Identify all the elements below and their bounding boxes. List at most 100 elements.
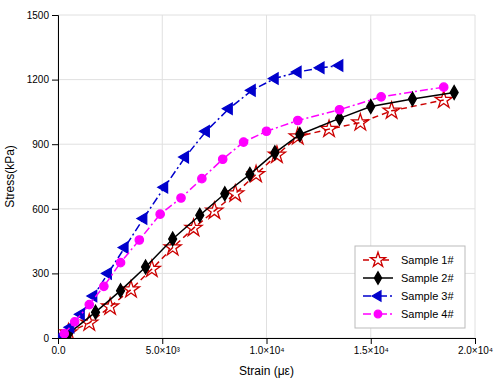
grid-line (58, 79, 475, 80)
series-marker (219, 155, 227, 163)
series-marker (222, 103, 232, 114)
legend-label: Sample 4# (401, 308, 454, 320)
series-marker (289, 128, 306, 144)
tick: 1200 (27, 74, 58, 85)
series-marker (158, 182, 168, 193)
legend-label: Sample 1# (401, 254, 454, 266)
y-axis: 0 300 600 900 1200 1500 (27, 10, 59, 344)
series-marker (206, 202, 223, 218)
legend-marker (374, 272, 381, 284)
series-marker (135, 236, 143, 244)
series-marker (117, 284, 125, 298)
grid-line (58, 15, 475, 16)
series-marker (118, 242, 128, 253)
series-marker (179, 151, 189, 162)
tick-label: 0.0 (52, 345, 66, 356)
legend-label: Sample 2# (401, 272, 454, 284)
series-marker (245, 85, 255, 96)
series-marker (262, 127, 270, 135)
series-marker (116, 258, 124, 266)
series-marker (169, 232, 177, 246)
legend: Sample 1# Sample 2# Sample 3# Sample 4# (355, 246, 465, 328)
series-marker (367, 100, 375, 114)
series-marker (156, 210, 164, 218)
series-marker (137, 213, 147, 224)
grid-line (475, 15, 476, 338)
tick-label: 1.5×10⁴ (354, 345, 389, 356)
tick-label: 600 (32, 204, 49, 215)
series-marker (377, 93, 385, 101)
series-marker (227, 185, 244, 201)
grid-line (266, 15, 267, 338)
tick: 1.5×10⁴ (354, 338, 389, 356)
axis-line (52, 16, 59, 339)
tick-mark (52, 144, 58, 145)
series-line (62, 66, 339, 336)
legend-label: Sample 3# (401, 290, 454, 302)
series-marker (100, 282, 108, 290)
axis-line (59, 339, 476, 345)
legend-marker (370, 252, 385, 266)
legend-item: Sample 3# (363, 290, 454, 302)
tick-mark (52, 80, 58, 81)
tick: 300 (32, 268, 58, 279)
legend-item: Sample 4# (363, 308, 454, 320)
series-marker (294, 116, 302, 124)
series-marker (239, 138, 247, 146)
tick-label: 1500 (27, 10, 50, 21)
tick-mark (371, 338, 372, 344)
tick-mark (52, 273, 58, 274)
series-marker (70, 318, 78, 326)
chart: 0.0 5.0×10³ 1.0×10⁴ 1.5×10⁴ 2.0×10⁴ 0 300 600 90… (0, 0, 500, 383)
tick-mark (52, 338, 58, 339)
series-marker (196, 208, 204, 222)
series-marker (142, 260, 150, 274)
tick-mark (267, 338, 268, 344)
tick: 0.0 (52, 338, 66, 356)
series-marker (440, 83, 448, 91)
tick: 600 (32, 204, 58, 215)
legend-marker (374, 310, 382, 318)
series-marker (200, 126, 210, 137)
series-marker (333, 60, 343, 71)
tick-label: 5.0×10³ (146, 345, 181, 356)
legend-item: Sample 1# (363, 252, 454, 266)
series-marker (408, 92, 416, 106)
series-marker (296, 128, 304, 142)
tick: 5.0×10³ (146, 338, 181, 356)
series-marker (268, 146, 285, 162)
y-axis-title: Stress(kPa) (3, 145, 17, 208)
grid-line (162, 15, 163, 338)
tick-label: 0 (43, 333, 49, 344)
series-marker (450, 86, 458, 100)
tick-mark (52, 15, 58, 16)
tick-label: 1.0×10⁴ (249, 345, 284, 356)
series-marker (314, 62, 324, 73)
series-marker (335, 106, 343, 114)
tick-label: 300 (32, 268, 49, 279)
legend-item: Sample 2# (363, 272, 454, 284)
series-marker (102, 268, 112, 279)
tick-mark (475, 338, 476, 344)
tick-label: 900 (32, 139, 49, 150)
tick: 1.0×10⁴ (249, 338, 284, 356)
series-marker (177, 194, 185, 202)
grid (58, 15, 475, 338)
plot: 0.0 5.0×10³ 1.0×10⁴ 1.5×10⁴ 2.0×10⁴ 0 300 600 90… (27, 10, 493, 356)
series-marker (85, 300, 93, 308)
tick-label: 1200 (27, 74, 50, 85)
tick-label: 2.0×10⁴ (458, 345, 493, 356)
series-marker (268, 73, 278, 84)
series-marker (198, 174, 206, 182)
grid-line (58, 144, 475, 145)
series-marker (122, 281, 139, 297)
tick: 0 (43, 333, 58, 344)
series-line (64, 87, 443, 334)
tick: 900 (32, 139, 58, 150)
tick: 1500 (27, 10, 58, 21)
legend-marker (372, 291, 381, 301)
tick: 2.0×10⁴ (458, 338, 493, 356)
series-marker (291, 66, 301, 77)
series-marker (271, 146, 279, 160)
tick-mark (52, 209, 58, 210)
